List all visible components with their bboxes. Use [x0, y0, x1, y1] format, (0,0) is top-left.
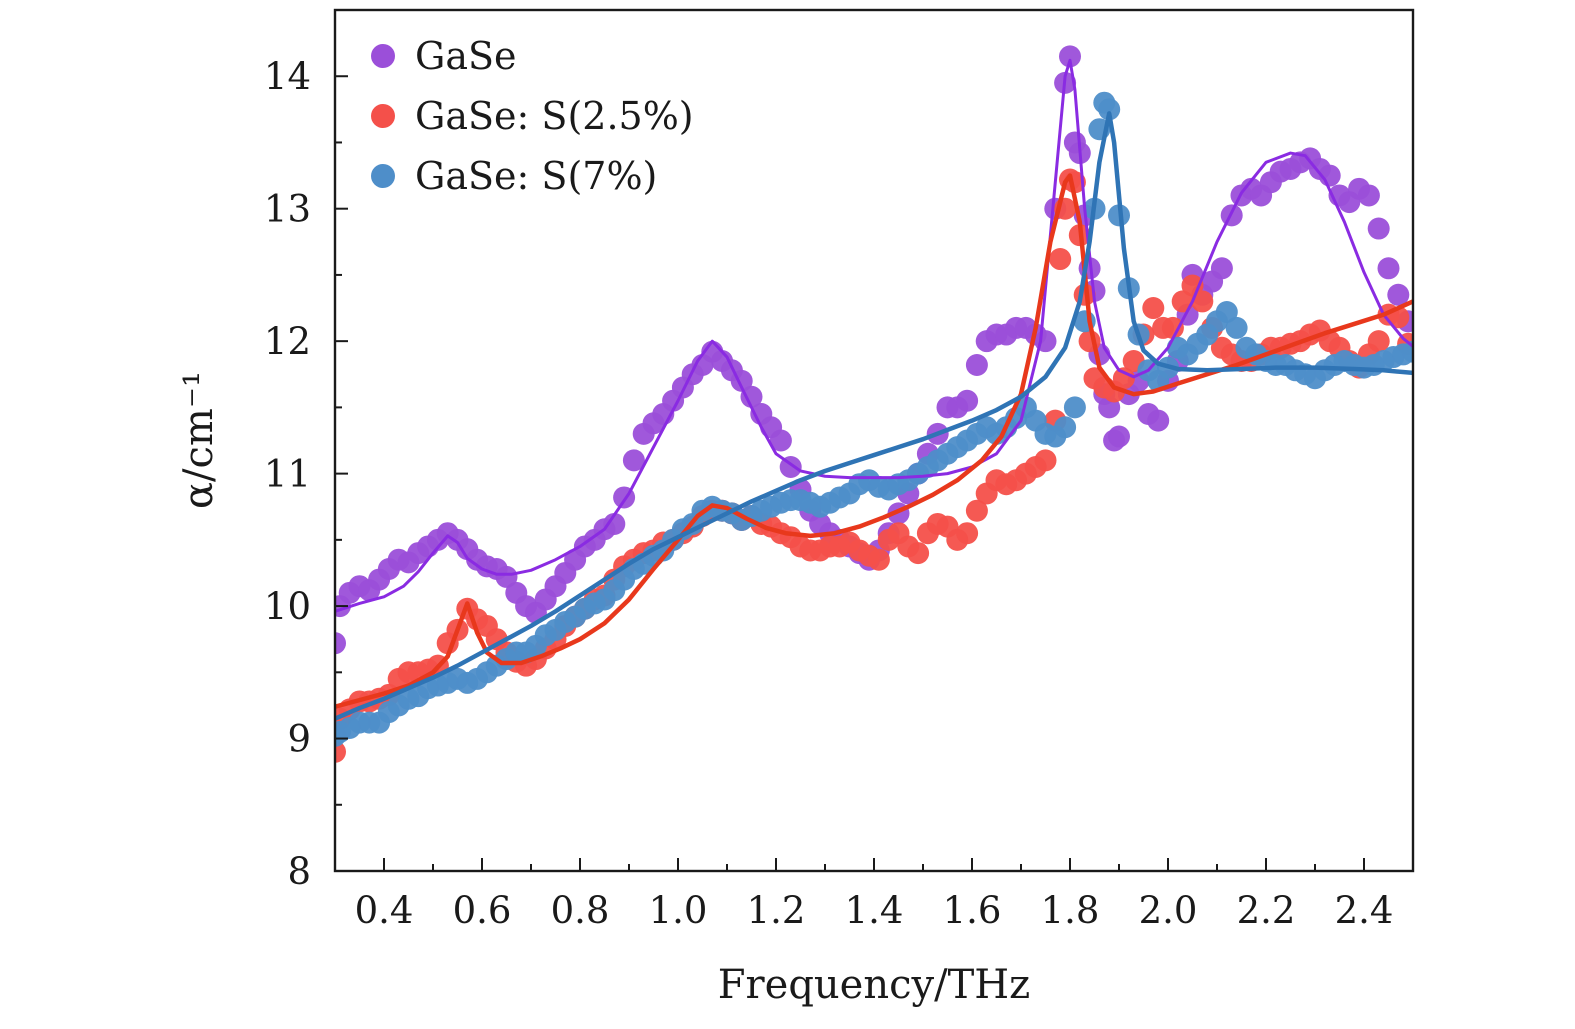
- data-point: [907, 542, 930, 565]
- data-point: [1161, 316, 1184, 339]
- legend-marker: [371, 44, 395, 68]
- data-point: [622, 449, 645, 472]
- data-point: [1108, 425, 1130, 448]
- data-point: [1098, 98, 1121, 121]
- x-tick-label: 1.8: [1041, 889, 1100, 932]
- x-tick-label: 1.6: [943, 889, 1002, 932]
- data-point: [1059, 45, 1081, 68]
- fit-curves-layer: [335, 58, 1413, 721]
- y-axis-title: α/cm⁻¹: [176, 371, 222, 509]
- y-tick-label: 9: [287, 718, 311, 761]
- fit-curve-2: [335, 111, 1413, 721]
- x-tick-label: 2.4: [1335, 889, 1394, 932]
- data-point: [495, 565, 518, 588]
- data-point: [1210, 257, 1233, 280]
- data-point: [1377, 257, 1400, 280]
- data-point: [1402, 340, 1413, 363]
- data-point: [1147, 409, 1170, 432]
- x-axis: 0.4 0.6 0.8 1.0 1.2 1.4 1.6 1.8 2.0 2.2 2.4: [334, 858, 1414, 932]
- x-tick-label: 0.8: [551, 889, 610, 932]
- data-point: [1054, 416, 1077, 439]
- fit-curve-0: [335, 58, 1413, 613]
- data-point: [956, 389, 979, 412]
- x-tick-label: 2.0: [1139, 889, 1198, 932]
- data-point: [1112, 367, 1135, 390]
- series-points-0: [335, 45, 1413, 655]
- y-tick-label: 8: [287, 850, 311, 893]
- x-tick-label: 0.4: [355, 889, 414, 932]
- legend: GaSe GaSe: S(2.5%) GaSe: S(7%): [371, 34, 694, 198]
- legend-marker: [371, 104, 395, 128]
- data-point: [1225, 316, 1248, 339]
- legend-label: GaSe: S(7%): [415, 154, 657, 198]
- x-tick-label: 2.2: [1237, 889, 1296, 932]
- data-point: [1034, 449, 1057, 472]
- data-point: [1367, 217, 1390, 240]
- data-point: [740, 385, 763, 408]
- x-axis-title: Frequency/THz: [718, 962, 1030, 1008]
- data-point: [1367, 330, 1390, 353]
- data-point: [335, 632, 346, 655]
- data-point: [1215, 301, 1238, 324]
- y-tick-label: 11: [264, 453, 311, 496]
- y-axis: 8 9 10 11 12 13 14: [264, 9, 348, 893]
- y-tick-label: 12: [264, 320, 311, 363]
- data-point: [1142, 297, 1165, 320]
- data-point: [1063, 396, 1086, 419]
- series-points-2: [335, 91, 1413, 747]
- data-point: [1387, 283, 1410, 306]
- data-point: [769, 429, 792, 452]
- data-point: [1191, 290, 1214, 313]
- data-point: [867, 548, 890, 571]
- data-point: [965, 499, 988, 522]
- x-tick-label: 1.0: [649, 889, 708, 932]
- plot-frame: [333, 8, 1415, 873]
- data-point: [1049, 248, 1072, 271]
- y-tick-label: 10: [264, 585, 311, 628]
- data-point: [1357, 184, 1380, 207]
- legend-label: GaSe: S(2.5%): [415, 94, 694, 138]
- y-tick-label: 14: [264, 55, 311, 98]
- data-point: [603, 512, 626, 535]
- x-tick-label: 1.4: [845, 889, 904, 932]
- data-point: [956, 522, 979, 545]
- legend-label: GaSe: [415, 34, 517, 78]
- y-tick-label: 13: [264, 188, 311, 231]
- x-tick-label: 1.2: [747, 889, 806, 932]
- x-tick-label: 0.6: [453, 889, 512, 932]
- legend-marker: [371, 164, 395, 188]
- data-point: [965, 353, 988, 376]
